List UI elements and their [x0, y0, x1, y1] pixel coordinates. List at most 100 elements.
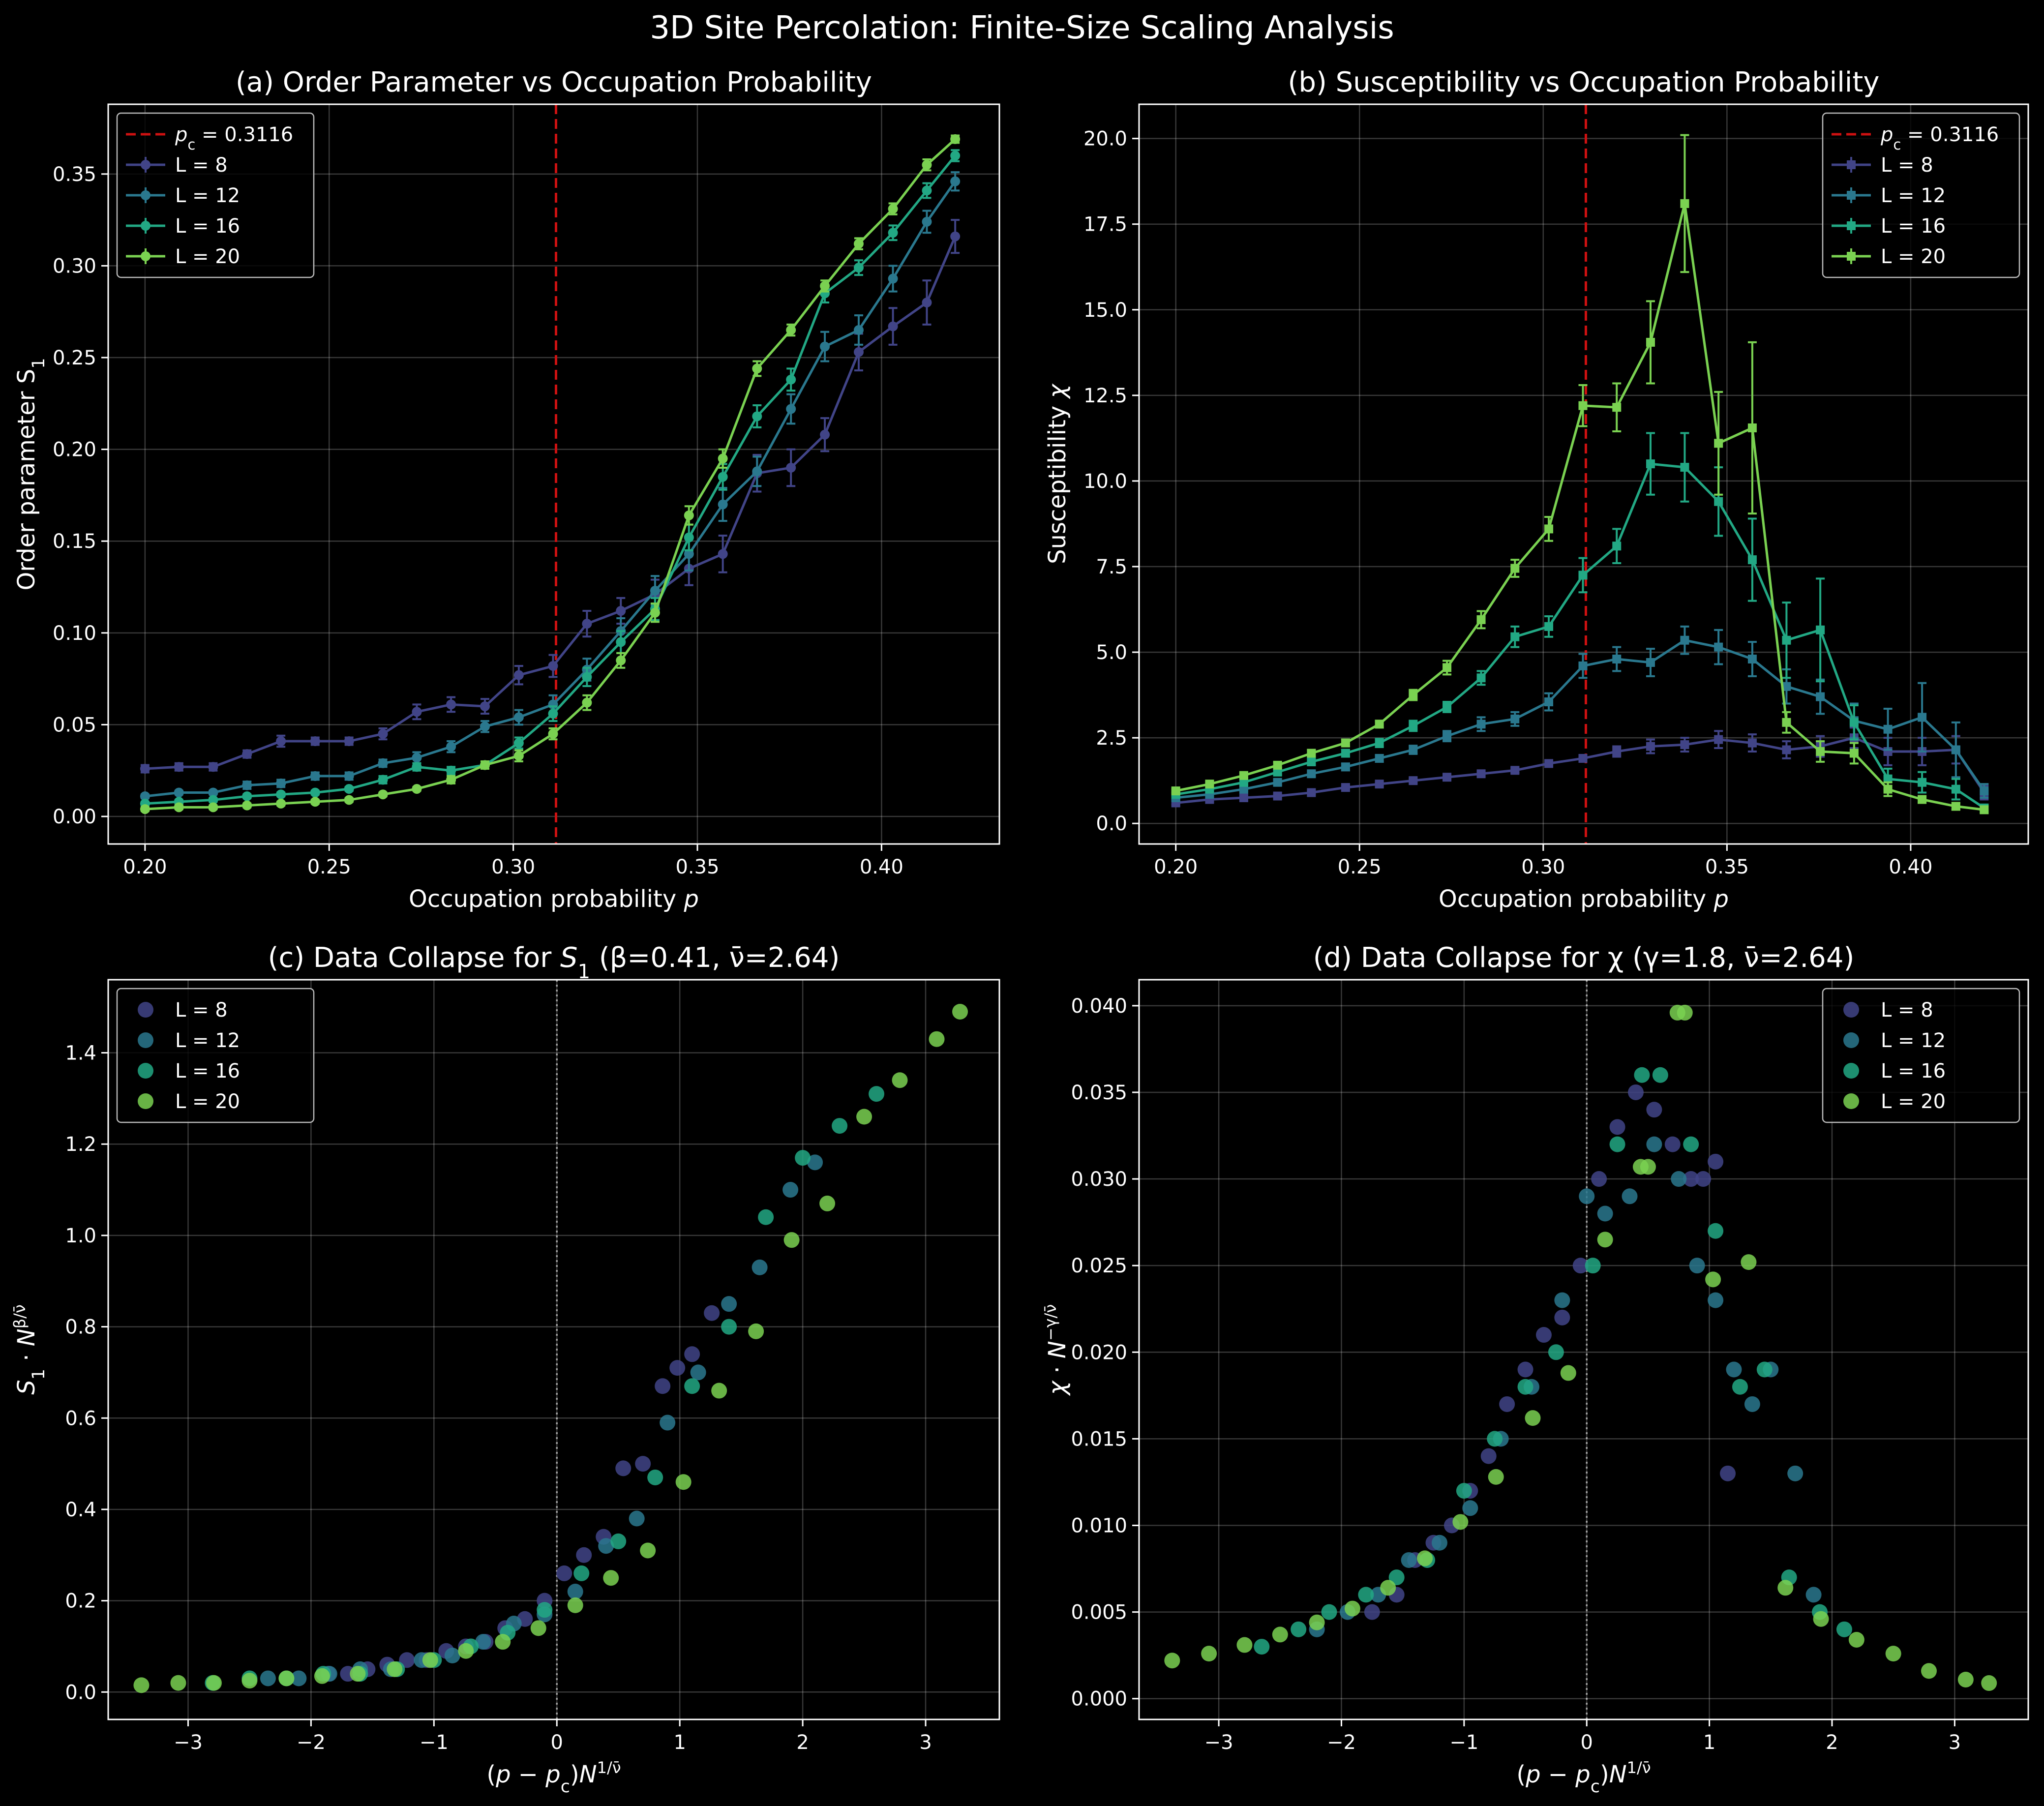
data-point	[1747, 555, 1757, 565]
legend-label: L = 8	[1881, 999, 1933, 1022]
data-point	[314, 1668, 330, 1684]
y-tick-label: 20.0	[1083, 128, 1127, 150]
data-point	[378, 789, 388, 800]
data-point	[412, 762, 422, 772]
data-point	[1572, 1258, 1589, 1274]
y-tick-label: 1.4	[65, 1042, 96, 1065]
data-point	[1951, 802, 1960, 811]
data-point	[888, 204, 898, 214]
data-point	[1510, 564, 1520, 573]
panel-title: (a) Order Parameter vs Occupation Probab…	[236, 66, 872, 98]
data-point	[1720, 1465, 1736, 1481]
y-tick-label: 0.015	[1071, 1428, 1127, 1450]
y-tick-label: 12.5	[1083, 385, 1127, 407]
plot-frame	[1138, 103, 2029, 845]
legend-label: L = 8	[175, 154, 228, 177]
data-point	[690, 1364, 706, 1381]
data-point	[1291, 1621, 1307, 1637]
data-point	[1918, 778, 1927, 787]
x-tick-label: 2	[1826, 1731, 1838, 1754]
data-point	[1883, 774, 1893, 783]
data-point	[1341, 738, 1350, 748]
data-point	[537, 1602, 553, 1618]
data-point	[567, 1584, 583, 1600]
legend-label: L = 12	[1881, 1029, 1946, 1052]
legend-label: L = 20	[1881, 1090, 1946, 1113]
data-point	[242, 791, 252, 801]
y-tick-label: 0.8	[65, 1316, 96, 1339]
data-point	[1409, 691, 1418, 700]
y-tick-label: 0.35	[53, 163, 96, 186]
data-point	[1544, 622, 1554, 631]
legend-swatch-marker	[1843, 1002, 1859, 1018]
data-point	[820, 341, 830, 352]
data-point	[1535, 1327, 1552, 1343]
data-point	[446, 699, 456, 710]
data-point	[133, 1677, 150, 1693]
y-tick-label: 15.0	[1083, 299, 1127, 322]
data-point	[929, 1031, 945, 1047]
data-point	[1816, 747, 1825, 756]
data-point	[1510, 766, 1520, 775]
data-point	[950, 231, 961, 241]
data-point	[718, 472, 728, 482]
legend-label: L = 16	[1881, 215, 1946, 238]
data-point	[1677, 1004, 1693, 1021]
panel-b-susceptibility: 0.20 0.25 0.30 0.35 0.40 0.0 2.5 5.0 7.5 10.0 12.5…	[1044, 66, 2029, 913]
data-point	[1640, 1159, 1656, 1175]
data-point	[412, 752, 422, 763]
x-tick-label: −1	[420, 1731, 449, 1754]
data-point	[1375, 738, 1384, 748]
data-point	[446, 742, 456, 752]
data-point	[1747, 655, 1757, 663]
data-point	[1456, 1483, 1472, 1499]
x-axis-label: Occupation probability p	[409, 885, 699, 913]
data-point	[1579, 1188, 1595, 1204]
data-point	[1744, 1396, 1760, 1412]
data-point	[1680, 740, 1689, 750]
data-point	[1443, 773, 1452, 782]
data-point	[721, 1296, 737, 1312]
data-point	[278, 1670, 295, 1686]
y-tick-label: 0.005	[1071, 1601, 1127, 1624]
legend-label: L = 8	[1881, 154, 1933, 177]
data-point	[170, 1675, 186, 1691]
data-point	[1782, 718, 1791, 727]
legend-swatch-marker	[138, 1093, 153, 1109]
data-point	[310, 787, 320, 798]
data-point	[922, 216, 932, 227]
data-point	[378, 758, 388, 768]
data-point	[1488, 1469, 1504, 1485]
data-point	[1585, 1258, 1601, 1274]
data-point	[786, 462, 796, 473]
data-point	[629, 1510, 645, 1527]
data-point	[260, 1670, 276, 1686]
data-point	[1375, 720, 1384, 729]
data-point	[1578, 753, 1588, 763]
data-point	[1239, 771, 1248, 780]
y-tick-label: 1.2	[65, 1133, 96, 1156]
data-point	[684, 1378, 700, 1394]
x-tick-label: 0.30	[1521, 856, 1565, 878]
data-point	[635, 1456, 651, 1472]
data-point	[475, 1634, 491, 1650]
x-tick-label: −2	[297, 1731, 326, 1754]
series-l20	[133, 1003, 968, 1693]
x-tick-label: 0.40	[860, 856, 903, 878]
data-point	[1609, 1119, 1625, 1135]
data-point	[616, 637, 626, 647]
data-point	[610, 1533, 627, 1549]
data-point	[1646, 1102, 1662, 1118]
y-axis-label: Susceptibility χ	[1044, 384, 1071, 564]
data-point	[548, 661, 558, 671]
x-tick-label: −3	[1204, 1731, 1233, 1754]
y-axis-label: S1 · Nβ/ν̄	[10, 1304, 49, 1395]
data-point	[1612, 542, 1622, 551]
data-point	[684, 549, 694, 559]
data-point	[1443, 702, 1452, 712]
data-point	[1476, 615, 1486, 624]
data-point	[1714, 642, 1723, 652]
y-tick-label: 0.0	[1096, 813, 1127, 835]
data-point	[350, 1666, 366, 1682]
